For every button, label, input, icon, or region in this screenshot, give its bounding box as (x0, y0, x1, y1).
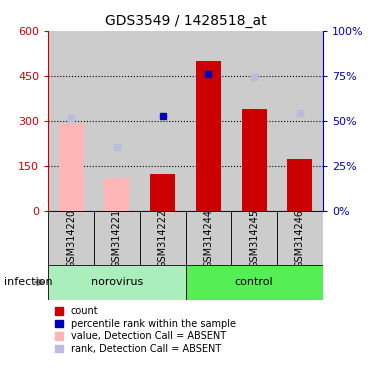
Bar (277, 31, 323, 211)
Bar (94, 31, 140, 211)
Text: GSM314220: GSM314220 (66, 209, 76, 268)
Bar (242, 109, 267, 211)
Text: GSM314245: GSM314245 (249, 209, 259, 268)
Text: GSM314246: GSM314246 (295, 209, 305, 268)
Text: GSM314221: GSM314221 (112, 209, 122, 268)
Bar (48, 211, 94, 265)
Bar (196, 61, 221, 211)
Bar (287, 159, 312, 211)
Bar (140, 31, 186, 211)
Bar (94, 211, 140, 265)
Bar (231, 31, 277, 211)
Bar (48, 31, 94, 211)
Title: GDS3549 / 1428518_at: GDS3549 / 1428518_at (105, 14, 266, 28)
Legend: count, percentile rank within the sample, value, Detection Call = ABSENT, rank, : count, percentile rank within the sample… (53, 305, 237, 356)
Bar (48, 265, 186, 300)
Text: infection: infection (4, 277, 52, 287)
Bar (150, 174, 175, 211)
Bar (59, 124, 84, 211)
Text: GSM314244: GSM314244 (203, 209, 213, 268)
Bar (186, 31, 231, 211)
Bar (104, 178, 129, 211)
Text: GSM314222: GSM314222 (158, 209, 168, 268)
Text: control: control (235, 277, 273, 287)
Bar (140, 211, 186, 265)
Bar (277, 211, 323, 265)
Bar (186, 265, 323, 300)
Text: norovirus: norovirus (91, 277, 143, 287)
Bar (186, 211, 231, 265)
Bar (231, 211, 277, 265)
